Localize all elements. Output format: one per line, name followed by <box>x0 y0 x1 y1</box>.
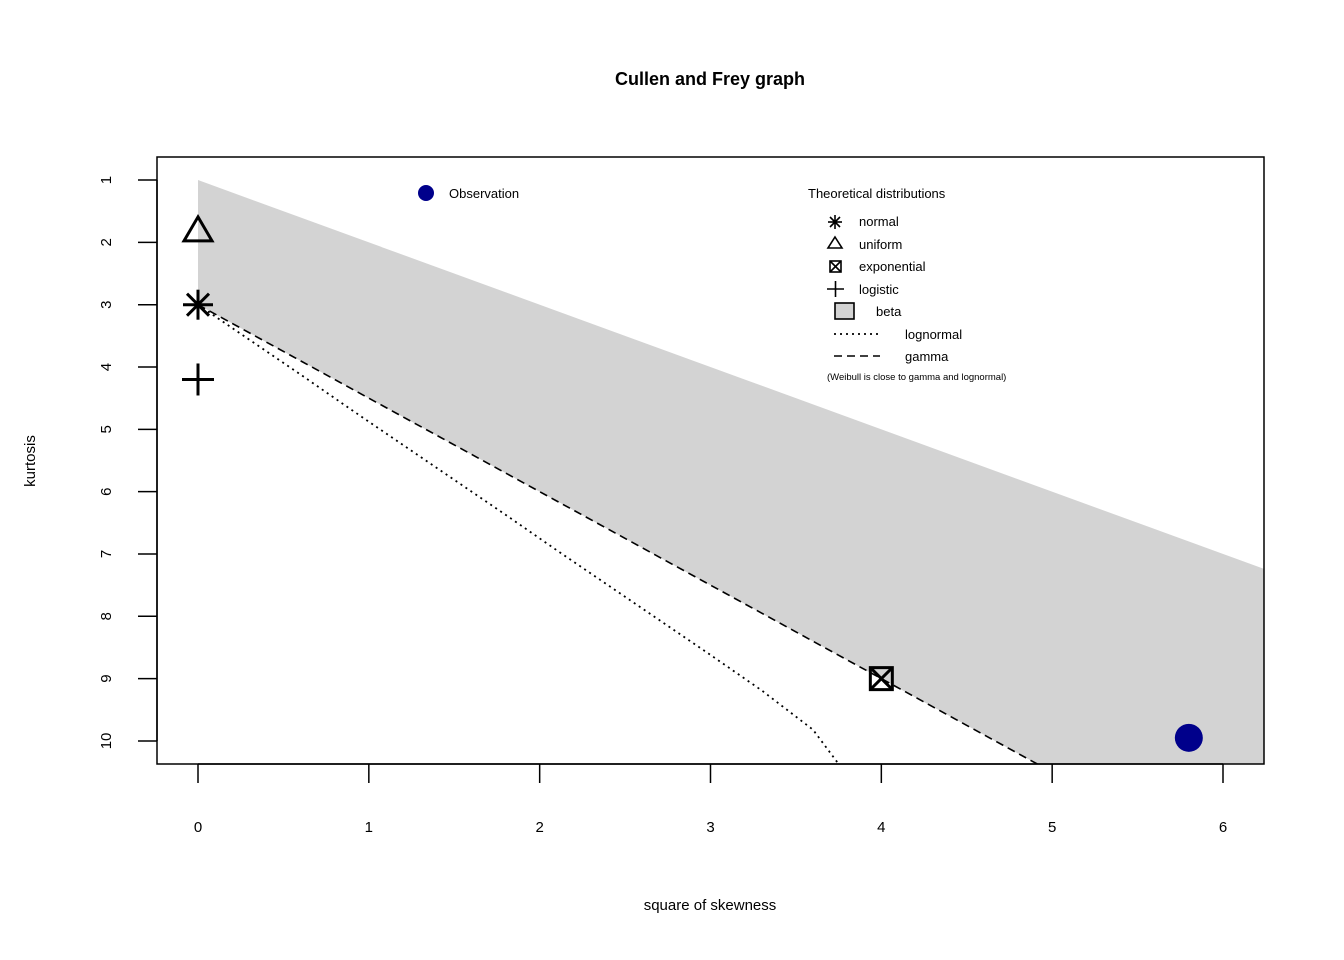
gamma-line <box>197 303 1038 764</box>
y-tick-label: 8 <box>98 612 115 620</box>
legend-normal-icon <box>828 215 842 229</box>
lognormal-line <box>197 303 840 764</box>
y-tick-label: 6 <box>98 487 115 495</box>
y-tick-label: 2 <box>98 238 115 246</box>
y-tick-label: 3 <box>98 301 115 309</box>
y-tick-label: 4 <box>98 363 115 371</box>
normal-point <box>183 289 213 320</box>
y-tick-label: 9 <box>98 674 115 682</box>
legend-beta-label: beta <box>876 304 902 319</box>
theoretical-legend: Theoretical distributions normal uniform… <box>808 186 1006 383</box>
x-axis-label: square of skewness <box>644 897 777 914</box>
legend-uniform-icon <box>826 235 844 249</box>
normal-point-stroke <box>185 292 211 317</box>
chart-title: Cullen and Frey graph <box>615 69 805 89</box>
theoretical-legend-title: Theoretical distributions <box>808 186 946 201</box>
x-tick-label: 1 <box>365 819 373 836</box>
x-tick-label: 6 <box>1219 819 1227 836</box>
legend-normal-label: normal <box>859 214 899 229</box>
legend-exponential-icon <box>829 260 842 273</box>
observation-point <box>1174 723 1203 752</box>
exponential-point-stroke <box>869 666 894 691</box>
uniform-point <box>181 213 215 243</box>
y-tick-label: 1 <box>98 176 115 184</box>
legend-exponential-label: exponential <box>859 259 926 274</box>
markers <box>181 213 1203 752</box>
legend-logistic-icon <box>827 281 844 297</box>
y-tick-label: 5 <box>98 425 115 433</box>
legend-beta-icon <box>834 302 855 320</box>
legend-gamma-label: gamma <box>905 349 949 364</box>
exponential-point-box <box>868 666 894 692</box>
legend-lognormal-label: lognormal <box>905 327 962 342</box>
y-tick-label: 7 <box>98 550 115 558</box>
legend-logistic-label: logistic <box>859 282 899 297</box>
x-tick-label: 4 <box>877 819 885 836</box>
x-axis: 0 1 2 3 4 5 6 <box>194 763 1227 836</box>
logistic-point <box>182 363 214 396</box>
observation-legend: Observation <box>418 185 519 201</box>
x-tick-label: 0 <box>194 819 202 836</box>
x-tick-label: 5 <box>1048 819 1056 836</box>
x-tick-label: 2 <box>535 819 543 836</box>
y-axis-label: kurtosis <box>22 435 39 487</box>
legend-uniform-label: uniform <box>859 237 902 252</box>
y-axis: 1 2 3 4 5 6 7 8 9 10 <box>98 176 158 750</box>
legend-note: (Weibull is close to gamma and lognormal… <box>827 372 1006 383</box>
x-tick-label: 3 <box>706 819 714 836</box>
beta-region <box>198 180 1264 764</box>
observation-legend-label: Observation <box>449 186 519 201</box>
plot-area <box>197 180 1264 764</box>
observation-legend-symbol <box>418 185 434 201</box>
exponential-point <box>868 666 894 692</box>
y-tick-label: 10 <box>98 733 115 750</box>
